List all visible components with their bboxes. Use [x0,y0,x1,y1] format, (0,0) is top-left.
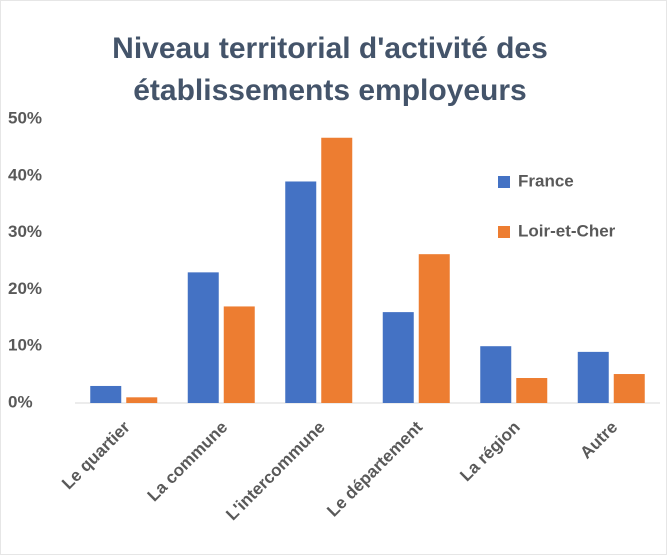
bar [516,378,548,403]
bar [480,346,512,403]
bar [418,254,450,403]
y-tick-label: 50% [8,108,42,127]
y-tick-label: 0% [8,392,33,411]
legend-swatch [498,176,510,188]
legend-swatch [498,226,510,238]
y-tick-label: 30% [8,222,42,241]
bar [285,181,317,403]
bar [382,312,414,403]
bar [321,137,353,403]
legend-label: France [518,171,574,190]
bar [613,374,645,403]
bar [223,306,255,403]
bar [577,351,609,403]
bar [187,272,219,403]
y-tick-label: 10% [8,336,42,355]
y-tick-label: 20% [8,279,42,298]
legend-label: Loir-et-Cher [518,221,616,240]
y-tick-label: 40% [8,165,42,184]
bar [90,385,122,403]
bar [126,397,158,403]
chart-title: Niveau territorial d'activité des établi… [112,32,548,107]
